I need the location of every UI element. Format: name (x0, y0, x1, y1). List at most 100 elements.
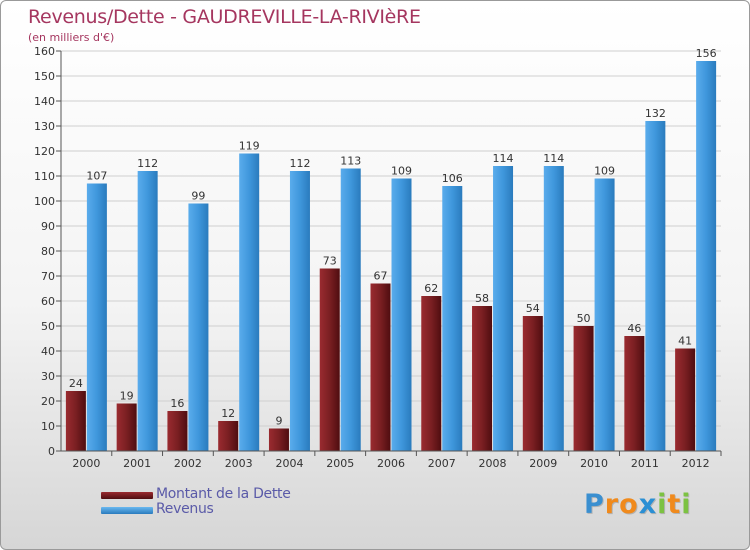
bar-revenus-2012 (696, 61, 717, 451)
bar-dette-2006 (370, 283, 391, 451)
logo-letter: t (667, 489, 682, 520)
logo-letter: r (604, 489, 620, 520)
y-tick-label-160: 160 (34, 45, 55, 58)
data-label-dette-2001: 19 (120, 390, 134, 403)
legend-label-dette: Montant de la Dette (156, 486, 291, 502)
data-label-revenus-2001: 112 (137, 157, 158, 170)
data-label-dette-2006: 67 (374, 270, 388, 283)
bar-revenus-2008 (493, 166, 514, 451)
x-tick-label-2003: 2003 (225, 457, 253, 470)
logo-letter: i (657, 489, 668, 520)
x-tick-label-2004: 2004 (275, 457, 303, 470)
bar-dette-2012 (675, 348, 696, 451)
bar-dette-2004 (268, 428, 289, 451)
bar-revenus-2003 (239, 153, 260, 451)
bar-revenus-2002 (188, 203, 209, 451)
data-label-dette-2003: 12 (221, 407, 235, 420)
data-label-dette-2012: 41 (678, 335, 692, 348)
y-tick-label-80: 80 (41, 245, 55, 258)
data-label-dette-2002: 16 (170, 397, 184, 410)
y-tick-label-30: 30 (41, 370, 55, 383)
proxiti-logo: Proxiti (584, 489, 692, 520)
y-tick-label-150: 150 (34, 70, 55, 83)
bar-revenus-2000 (86, 183, 107, 451)
bar-dette-2002 (167, 411, 188, 451)
legend-swatch-dette (101, 492, 153, 499)
bar-revenus-2007 (442, 186, 463, 451)
bar-revenus-2005 (340, 168, 361, 451)
bar-revenus-2006 (391, 178, 412, 451)
y-tick-label-10: 10 (41, 420, 55, 433)
y-tick-label-70: 70 (41, 270, 55, 283)
data-label-revenus-2006: 109 (391, 165, 412, 178)
data-label-revenus-2007: 106 (442, 172, 463, 185)
bar-dette-2008 (472, 306, 493, 451)
x-tick-label-2005: 2005 (326, 457, 354, 470)
bar-dette-2009 (522, 316, 543, 451)
bar-dette-2001 (116, 403, 137, 451)
data-label-revenus-2009: 114 (543, 152, 564, 165)
y-tick-label-100: 100 (34, 195, 55, 208)
y-tick-label-110: 110 (34, 170, 55, 183)
data-label-dette-2005: 73 (323, 255, 337, 268)
chart-title: Revenus/Dette - GAUDREVILLE-LA-RIVIèRE (28, 6, 421, 28)
bar-dette-2007 (421, 296, 442, 451)
y-tick-label-40: 40 (41, 345, 55, 358)
data-label-dette-2009: 54 (526, 302, 540, 315)
data-label-revenus-2011: 132 (645, 107, 666, 120)
y-tick-label-120: 120 (34, 145, 55, 158)
data-label-dette-2000: 24 (69, 377, 83, 390)
x-tick-label-2012: 2012 (682, 457, 710, 470)
logo-letter: o (619, 489, 639, 520)
data-label-revenus-2005: 113 (340, 155, 361, 168)
data-label-revenus-2010: 109 (594, 165, 615, 178)
data-label-dette-2010: 50 (577, 312, 591, 325)
x-tick-label-2001: 2001 (123, 457, 151, 470)
data-label-dette-2004: 9 (275, 415, 282, 428)
logo-letter: i (681, 489, 692, 520)
bar-dette-2003 (218, 421, 239, 451)
y-tick-label-50: 50 (41, 320, 55, 333)
data-labels: 24 107 19 112 16 99 12 119 9 112 73 113 67 109 62 106 58… (69, 47, 717, 428)
x-tick-label-2002: 2002 (174, 457, 202, 470)
data-label-dette-2011: 46 (627, 322, 641, 335)
bar-revenus-2001 (137, 171, 158, 451)
y-tick-label-0: 0 (48, 445, 55, 458)
bars (65, 61, 717, 451)
bar-dette-2010 (573, 326, 594, 451)
data-label-dette-2007: 62 (424, 282, 438, 295)
bar-revenus-2011 (645, 121, 666, 451)
bar-revenus-2004 (289, 171, 310, 451)
x-tick-label-2011: 2011 (631, 457, 659, 470)
bar-dette-2000 (65, 391, 86, 451)
y-tick-label-90: 90 (41, 220, 55, 233)
data-label-revenus-2004: 112 (289, 157, 310, 170)
x-tick-label-2008: 2008 (479, 457, 507, 470)
x-tick-label-2007: 2007 (428, 457, 456, 470)
data-label-revenus-2003: 119 (239, 140, 260, 153)
chart-subtitle: (en milliers d'€) (28, 31, 115, 44)
logo-letter: x (638, 489, 658, 520)
y-tick-label-130: 130 (34, 120, 55, 133)
data-label-revenus-2012: 156 (696, 47, 717, 60)
data-label-revenus-2008: 114 (493, 152, 514, 165)
bar-revenus-2010 (594, 178, 615, 451)
legend-swatch-revenus (101, 507, 153, 514)
data-label-dette-2008: 58 (475, 292, 489, 305)
x-tick-label-2010: 2010 (580, 457, 608, 470)
bar-dette-2005 (319, 268, 340, 451)
y-tick-label-140: 140 (34, 95, 55, 108)
x-tick-label-2006: 2006 (377, 457, 405, 470)
data-label-revenus-2002: 99 (191, 190, 205, 203)
logo-letter: P (584, 489, 605, 520)
bar-dette-2011 (624, 336, 645, 451)
data-label-revenus-2000: 107 (86, 170, 107, 183)
bar-revenus-2009 (543, 166, 564, 451)
x-tick-label-2009: 2009 (529, 457, 557, 470)
legend-label-revenus: Revenus (156, 501, 214, 517)
x-tick-label-2000: 2000 (72, 457, 100, 470)
axes: 0 10 20 30 40 50 60 70 80 90 100 110 120 130 140 150 160… (34, 45, 722, 470)
gridlines (61, 50, 721, 452)
